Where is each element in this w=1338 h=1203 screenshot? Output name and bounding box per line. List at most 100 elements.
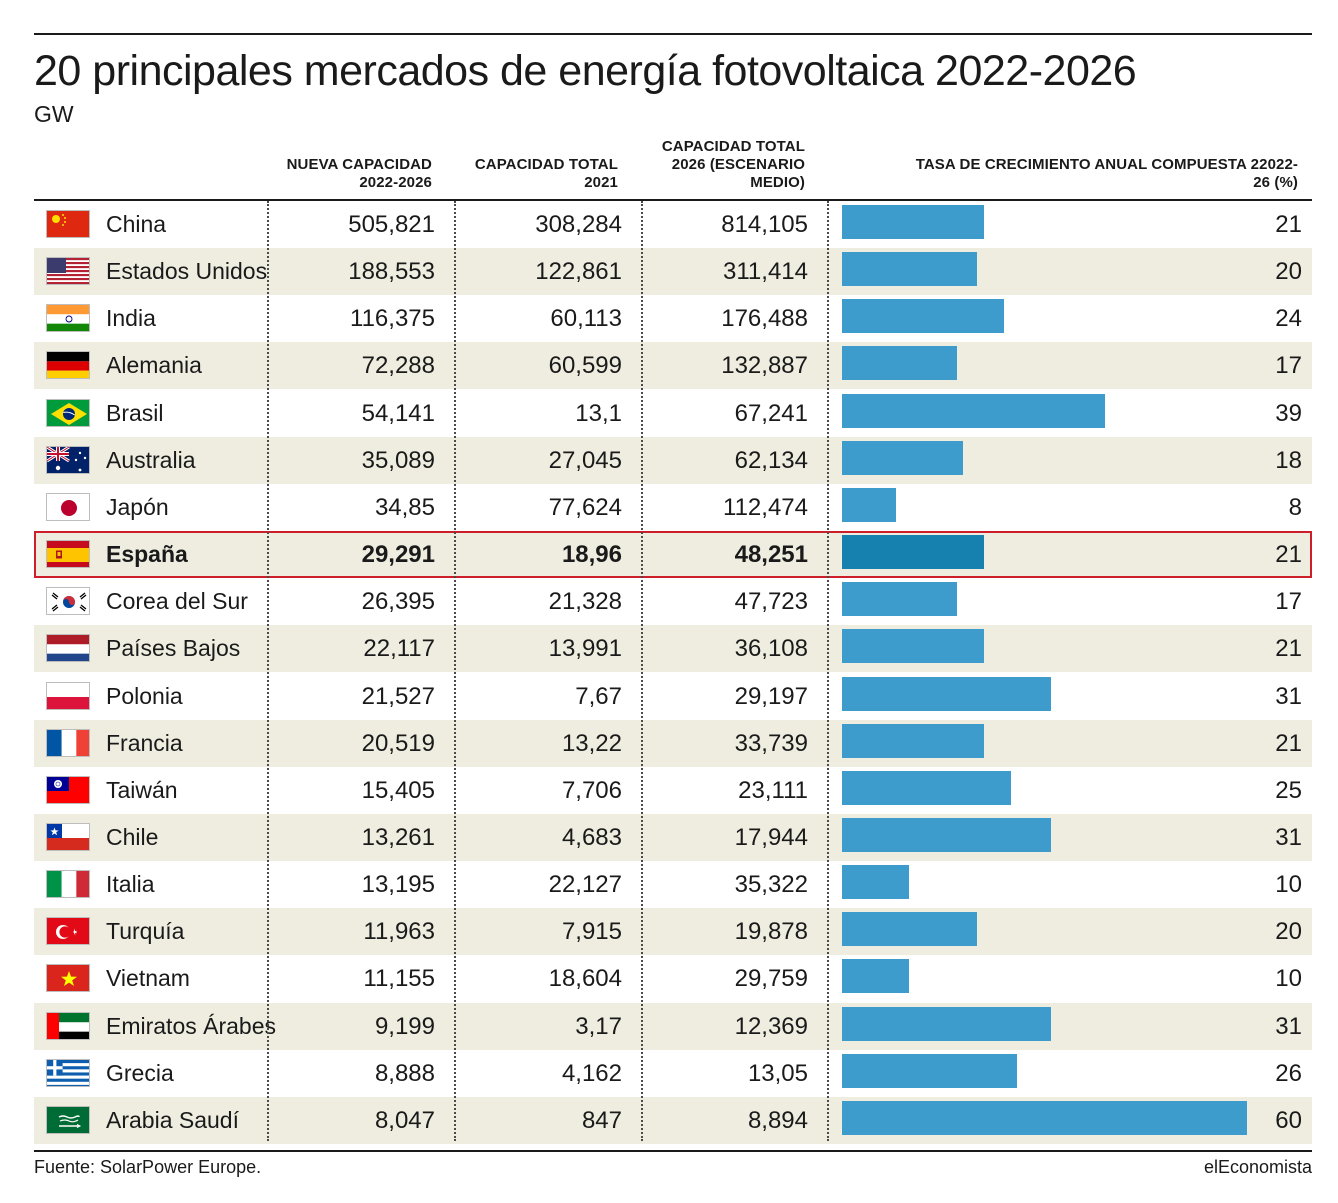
growth-bar [842, 865, 910, 900]
table-row: Arabia Saudí 8,047 847 8,894 60 [34, 1096, 1312, 1144]
country-name: Turquía [106, 918, 185, 945]
table-row: Alemania 72,288 60,599 132,887 17 [34, 342, 1312, 390]
growth-bar [842, 252, 977, 287]
uae-flag [46, 1011, 90, 1040]
country-name: Japón [106, 493, 169, 520]
country-name: Chile [106, 823, 159, 850]
growth-rate-label: 20 [1275, 918, 1302, 946]
growth-bar [842, 393, 1106, 428]
header-rule [34, 199, 1312, 201]
header-capacidad-2021: CAPACIDAD TOTAL 2021 [474, 156, 618, 191]
poland-flag [46, 681, 90, 710]
source-note: Fuente: SolarPower Europe. [34, 1157, 262, 1177]
value-capacidad-2026: 29,197 [734, 682, 808, 710]
vietnam-flag [46, 964, 90, 993]
turkey-flag [46, 917, 90, 946]
growth-bar [842, 1006, 1052, 1041]
value-capacidad-2021: 4,683 [561, 823, 622, 851]
taiwan-flag [46, 775, 90, 804]
growth-rate-label: 10 [1275, 871, 1302, 899]
table-row: Polonia 21,527 7,67 29,197 31 [34, 673, 1312, 720]
growth-bar [842, 770, 1011, 805]
growth-rate-label: 31 [1275, 823, 1302, 851]
value-capacidad-2026: 311,414 [723, 258, 808, 286]
value-nueva-capacidad: 21,527 [361, 682, 435, 710]
chart-title: 20 principales mercados de energía fotov… [34, 47, 1137, 95]
header-tasa-crecimiento: TASA DE CRECIMIENTO ANUAL COMPUESTA 2202… [915, 156, 1298, 191]
value-nueva-capacidad: 13,195 [361, 871, 435, 899]
table-row: Vietnam 11,155 18,604 29,759 10 [34, 955, 1312, 1002]
growth-rate-label: 21 [1275, 211, 1302, 238]
china-flag [46, 210, 90, 238]
country-name: Arabia Saudí [106, 1106, 239, 1133]
value-capacidad-2021: 18,604 [548, 965, 622, 993]
table-row: Corea del Sur 26,395 21,328 47,723 17 [34, 578, 1312, 625]
header-capacidad-2026: CAPACIDAD TOTAL 2026 (ESCENARIO MEDIO) [661, 138, 805, 191]
growth-rate-label: 21 [1275, 635, 1302, 663]
value-nueva-capacidad: 20,519 [361, 729, 435, 757]
value-capacidad-2026: 17,944 [734, 823, 808, 851]
table-row: Taiwán 15,405 7,706 23,111 25 [34, 767, 1312, 814]
value-nueva-capacidad: 505,821 [348, 211, 435, 238]
table-row: Estados Unidos 188,553 122,861 311,414 20 [34, 248, 1312, 296]
table-row: Australia 35,089 27,045 62,134 18 [34, 436, 1312, 484]
brazil-flag [46, 398, 90, 427]
table-row: China 505,821 308,284 814,105 21 [34, 201, 1312, 248]
growth-rate-label: 60 [1275, 1106, 1302, 1134]
country-name: Emiratos Árabes [106, 1012, 277, 1039]
value-capacidad-2021: 308,284 [535, 211, 622, 238]
table-row: India 116,375 60,113 176,488 24 [34, 295, 1312, 342]
value-capacidad-2021: 7,915 [561, 918, 622, 946]
growth-rate-label: 20 [1275, 258, 1302, 286]
column-divider [267, 201, 269, 1141]
table-row: Países Bajos 22,117 13,991 36,108 21 [34, 625, 1312, 673]
value-capacidad-2026: 13,05 [747, 1059, 808, 1087]
column-divider [641, 201, 643, 1141]
value-capacidad-2021: 13,1 [575, 399, 622, 427]
growth-rate-label: 21 [1275, 729, 1302, 757]
south-korea-flag [46, 587, 90, 616]
growth-bar [842, 205, 984, 239]
value-capacidad-2026: 132,887 [721, 352, 808, 380]
value-capacidad-2021: 4,162 [561, 1059, 622, 1087]
value-capacidad-2026: 47,723 [734, 588, 808, 616]
growth-bar [842, 487, 896, 522]
saudi-arabia-flag [46, 1105, 90, 1134]
growth-rate-label: 10 [1275, 965, 1302, 993]
country-name: Taiwán [106, 776, 178, 803]
growth-rate-label: 25 [1275, 776, 1302, 804]
value-capacidad-2021: 3,17 [575, 1012, 622, 1040]
value-nueva-capacidad: 35,089 [361, 446, 435, 474]
netherlands-flag [46, 634, 90, 663]
column-divider [827, 201, 829, 1141]
value-capacidad-2021: 60,113 [550, 305, 622, 333]
value-capacidad-2021: 847 [581, 1106, 622, 1134]
greece-flag [46, 1058, 90, 1087]
value-capacidad-2021: 13,991 [548, 635, 622, 663]
chart-unit: GW [34, 101, 74, 127]
growth-rate-label: 17 [1275, 588, 1302, 616]
value-capacidad-2021: 18,96 [561, 541, 622, 569]
country-name: Italia [106, 871, 155, 898]
growth-bar [842, 440, 964, 475]
value-capacidad-2026: 62,134 [734, 446, 808, 474]
value-capacidad-2026: 36,108 [734, 635, 808, 663]
value-capacidad-2021: 21,328 [548, 588, 622, 616]
value-capacidad-2026: 35,322 [734, 871, 808, 899]
value-nueva-capacidad: 11,155 [363, 965, 435, 993]
value-nueva-capacidad: 72,288 [361, 352, 435, 380]
growth-bar [842, 582, 957, 617]
value-nueva-capacidad: 8,888 [374, 1059, 435, 1087]
country-name: Polonia [106, 682, 183, 709]
value-capacidad-2021: 60,599 [548, 352, 622, 380]
table-row: Francia 20,519 13,22 33,739 21 [34, 719, 1312, 767]
country-name: Australia [106, 446, 196, 473]
value-nueva-capacidad: 29,291 [361, 541, 435, 569]
growth-rate-label: 31 [1275, 682, 1302, 710]
value-capacidad-2026: 67,241 [734, 399, 808, 427]
country-name: Corea del Sur [106, 588, 248, 615]
country-name: China [106, 211, 167, 237]
value-nueva-capacidad: 13,261 [361, 823, 435, 851]
value-capacidad-2026: 176,488 [721, 305, 808, 333]
value-capacidad-2021: 122,861 [535, 258, 622, 286]
